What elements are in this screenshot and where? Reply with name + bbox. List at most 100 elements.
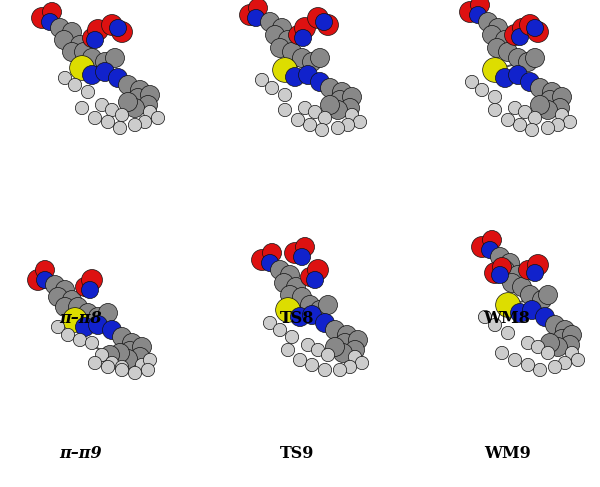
Circle shape <box>43 2 62 21</box>
Circle shape <box>61 328 74 342</box>
Circle shape <box>293 354 307 367</box>
Circle shape <box>518 261 538 280</box>
Circle shape <box>274 323 287 337</box>
Circle shape <box>263 317 277 330</box>
Circle shape <box>101 15 122 36</box>
Circle shape <box>115 360 128 374</box>
Circle shape <box>331 121 344 134</box>
Circle shape <box>293 248 311 265</box>
Circle shape <box>532 340 545 354</box>
Circle shape <box>301 267 320 286</box>
Circle shape <box>113 121 127 134</box>
Circle shape <box>485 262 505 283</box>
Circle shape <box>281 265 299 284</box>
Circle shape <box>355 356 368 370</box>
Circle shape <box>307 271 323 289</box>
Circle shape <box>487 38 506 57</box>
Circle shape <box>125 98 145 117</box>
Circle shape <box>295 18 316 38</box>
Circle shape <box>302 53 322 72</box>
Circle shape <box>263 244 281 262</box>
Circle shape <box>128 366 142 380</box>
Circle shape <box>560 336 580 355</box>
Circle shape <box>523 300 542 319</box>
Circle shape <box>68 298 88 317</box>
Circle shape <box>322 348 335 362</box>
Circle shape <box>62 291 82 310</box>
Circle shape <box>302 305 322 324</box>
Circle shape <box>73 333 86 347</box>
Circle shape <box>511 28 529 46</box>
Circle shape <box>496 346 509 360</box>
Circle shape <box>278 88 292 102</box>
Circle shape <box>334 363 347 376</box>
Circle shape <box>548 337 568 356</box>
Circle shape <box>499 42 517 61</box>
Circle shape <box>272 19 292 37</box>
Circle shape <box>70 56 94 80</box>
Circle shape <box>151 112 164 125</box>
Circle shape <box>496 261 515 280</box>
Circle shape <box>512 278 532 297</box>
Circle shape <box>82 85 95 99</box>
Circle shape <box>136 358 149 372</box>
Circle shape <box>106 49 125 68</box>
Circle shape <box>139 95 157 114</box>
Circle shape <box>331 91 349 110</box>
Circle shape <box>335 334 355 353</box>
Circle shape <box>346 340 365 359</box>
Circle shape <box>290 307 310 326</box>
Circle shape <box>112 21 133 42</box>
Circle shape <box>301 338 314 352</box>
Circle shape <box>311 49 329 68</box>
Circle shape <box>514 118 527 131</box>
Circle shape <box>529 112 542 125</box>
Circle shape <box>541 346 554 360</box>
Circle shape <box>278 31 298 50</box>
Circle shape <box>482 57 508 82</box>
Circle shape <box>52 320 65 334</box>
Circle shape <box>496 69 515 88</box>
Circle shape <box>37 271 53 289</box>
Circle shape <box>320 95 340 114</box>
Circle shape <box>509 65 527 85</box>
Circle shape <box>83 29 101 48</box>
Circle shape <box>496 31 515 50</box>
Circle shape <box>62 42 82 61</box>
Circle shape <box>128 89 148 108</box>
Circle shape <box>89 316 107 335</box>
Circle shape <box>35 261 55 280</box>
Circle shape <box>551 98 569 117</box>
Circle shape <box>539 285 557 304</box>
Circle shape <box>56 281 74 300</box>
Circle shape <box>325 337 344 356</box>
Circle shape <box>115 108 128 122</box>
Circle shape <box>526 49 545 68</box>
Circle shape <box>41 14 59 31</box>
Circle shape <box>332 82 352 101</box>
Circle shape <box>88 356 101 370</box>
Circle shape <box>325 320 344 339</box>
Circle shape <box>271 261 290 280</box>
Circle shape <box>139 115 152 129</box>
Circle shape <box>79 303 97 322</box>
Circle shape <box>299 65 317 85</box>
Circle shape <box>349 350 362 364</box>
Circle shape <box>271 38 290 57</box>
Circle shape <box>319 112 332 125</box>
Circle shape <box>301 296 320 315</box>
Circle shape <box>86 32 104 49</box>
Circle shape <box>247 9 265 27</box>
Circle shape <box>95 62 115 81</box>
Circle shape <box>527 21 548 42</box>
Circle shape <box>493 258 511 277</box>
Circle shape <box>131 348 149 367</box>
Circle shape <box>110 343 130 362</box>
Circle shape <box>74 42 94 61</box>
Circle shape <box>551 118 565 131</box>
Circle shape <box>343 360 356 374</box>
Circle shape <box>109 19 127 37</box>
Circle shape <box>286 68 305 87</box>
Circle shape <box>98 303 118 322</box>
Circle shape <box>49 287 67 306</box>
